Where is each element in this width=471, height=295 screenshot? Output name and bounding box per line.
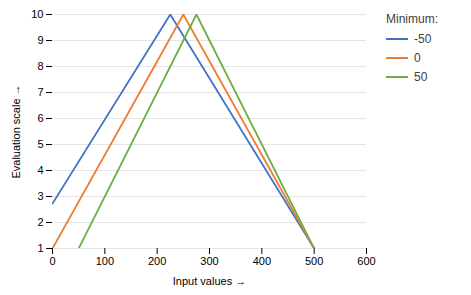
html-text:50: 50 [414,70,428,84]
svg-text:5: 5 [37,138,43,150]
svg-text:400: 400 [253,255,271,267]
svg-text:3: 3 [37,190,43,202]
svg-text:600: 600 [357,255,375,267]
svg-text:9: 9 [37,34,43,46]
html-text:0: 0 [414,51,421,65]
svg-text:0: 0 [49,255,55,267]
svg-text:4: 4 [37,164,43,176]
svg-text:Input values →: Input values → [173,275,246,287]
svg-text:300: 300 [200,255,218,267]
svg-text:7: 7 [37,86,43,98]
svg-text:10: 10 [31,8,43,20]
svg-text:500: 500 [305,255,323,267]
svg-text:100: 100 [96,255,114,267]
svg-text:2: 2 [37,216,43,228]
html-text:Minimum:: Minimum: [386,12,438,26]
svg-text:Evaluation scale →: Evaluation scale → [10,84,22,178]
svg-text:8: 8 [37,60,43,72]
svg-text:1: 1 [37,242,43,254]
html-text:-50: -50 [414,32,432,46]
svg-text:200: 200 [148,255,166,267]
svg-text:6: 6 [37,112,43,124]
